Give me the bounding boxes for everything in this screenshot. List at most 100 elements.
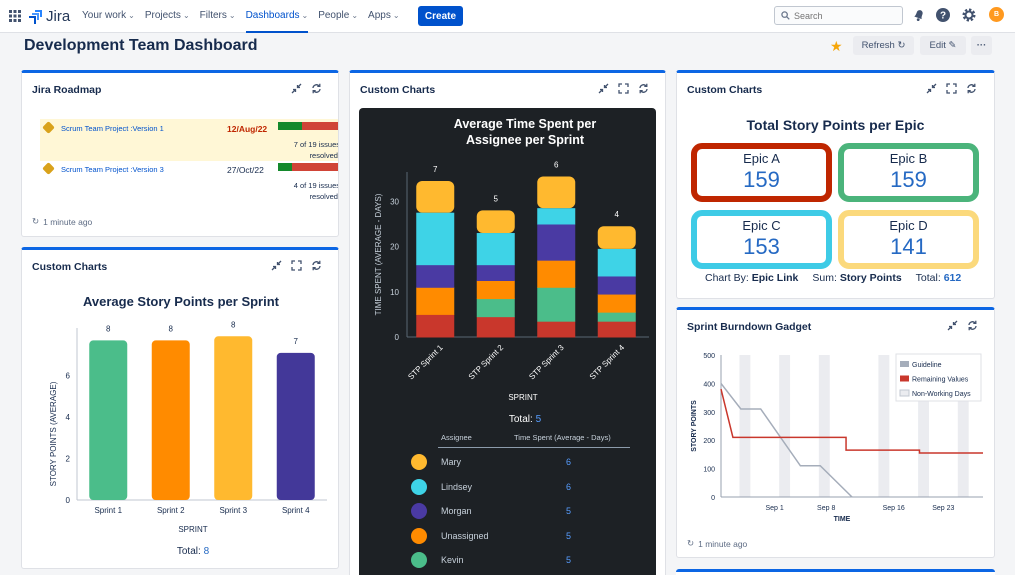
nav-item-label: Projects [144,10,181,21]
edit-button[interactable]: Edit ✎ [920,36,966,55]
y-tick-label: 0 [395,333,400,342]
legend-swatch [899,389,910,397]
nav-item-label: People [318,10,350,21]
minimize-icon[interactable] [947,320,958,331]
stacked-bar-segment [476,233,515,266]
epic-name: Epic D [889,218,928,233]
total-value: 8 [204,546,210,557]
stacked-bar-segment [597,226,636,249]
progress-remaining [291,163,338,171]
total-label: Total: 5 [509,414,542,425]
notifications-icon[interactable] [911,7,927,23]
total-label: Total: [915,272,941,284]
fullscreen-icon[interactable] [946,83,957,94]
stacked-bar-segment [597,312,636,322]
gadget-title: Custom Charts [32,261,108,273]
sum-value: Story Points [839,272,902,284]
epic-name: Epic A [743,151,780,166]
non-working-day [918,355,930,497]
refresh-small-icon[interactable]: ↻ [687,538,695,548]
nav-item-your-work[interactable]: Your work ⌄ [82,0,135,33]
bar-total-label: 7 [433,165,438,174]
nav-item-filters[interactable]: Filters ⌄ [200,0,236,33]
bar-total-label: 5 [494,194,499,203]
stacked-bar-segment [476,264,515,281]
chevron-down-icon: ⌄ [392,11,400,20]
minimize-icon[interactable] [598,83,609,94]
stacked-bar-segment [537,208,576,225]
stacked-bar-segment [416,264,455,288]
stacked-bar-segment [476,280,515,300]
refresh-gadget-icon[interactable] [967,320,978,331]
y-tick-label: 100 [703,467,715,474]
gadget-title: Sprint Burndown Gadget [687,321,812,333]
nav-item-people[interactable]: People ⌄ [318,0,358,33]
legend-swatch [900,361,909,367]
minimize-icon[interactable] [271,260,282,271]
fullscreen-icon[interactable] [618,83,629,94]
fullscreen-icon[interactable] [291,260,302,271]
epic-name: Epic B [889,151,928,166]
nav-item-label: Your work [82,10,127,21]
help-icon[interactable]: ? [935,7,951,23]
version-name[interactable]: Scrum Team Project :Version 1 [61,124,164,133]
y-tick-label: 2 [66,455,71,464]
refresh-gadget-icon[interactable] [966,83,977,94]
star-icon[interactable]: ★ [830,38,843,54]
y-tick-label: 400 [703,381,715,388]
x-axis-label: TIME [834,516,851,523]
epic-value: 159 [890,167,927,192]
y-axis-label: STORY POINTS [691,400,698,452]
chart-by-label: Chart By: [705,272,749,284]
epic-box: Epic D 141 [838,210,979,269]
epic-box: Epic C 153 [691,210,832,269]
x-tick-label: Sprint 4 [282,506,310,515]
search-box[interactable] [774,6,903,25]
resolved-text: resolved. [309,192,339,201]
minimize-icon[interactable] [291,83,302,94]
nav-item-apps[interactable]: Apps ⌄ [368,0,400,33]
stacked-bar-segment [476,210,515,234]
refresh-icon: ↻ [897,40,906,51]
refresh-small-icon[interactable]: ↻ [32,216,40,226]
y-tick-label: 30 [390,197,399,206]
x-tick-label: Sep 16 [883,505,905,512]
more-actions-button[interactable]: ··· [971,36,992,55]
stacked-bar-segment [597,275,636,295]
search-input[interactable] [794,9,894,22]
app-switcher-icon[interactable] [9,10,21,22]
table-row: Kevin 5 [359,550,656,574]
release-date: 27/Oct/22 [227,165,264,175]
nav-item-dashboards[interactable]: Dashboards ⌄ [245,0,309,33]
epic-value: 153 [743,234,780,259]
progress-done [278,163,292,171]
epic-name: Epic C [742,218,781,233]
bar [276,352,315,500]
legend-swatch [411,503,427,519]
x-tick-label: Sep 1 [765,505,783,512]
refresh-gadget-icon[interactable] [311,83,322,94]
create-button[interactable]: Create [418,6,463,26]
epic-box: Epic A 159 [691,143,832,202]
legend: Guideline Remaining Values Non-Working Day… [895,353,982,402]
refresh-button[interactable]: Refresh ↻ [853,36,914,55]
stacked-bar-segment [476,298,515,318]
refresh-gadget-icon[interactable] [638,83,649,94]
refresh-gadget-icon[interactable] [311,260,322,271]
last-updated: ↻ 1 minute ago [32,216,92,227]
non-working-day [878,355,890,497]
epic-value: 141 [890,234,927,259]
version-name[interactable]: Scrum Team Project :Version 3 [61,165,164,174]
stacked-bar-segment [537,287,576,322]
y-tick-label: 6 [66,372,71,381]
story-points-chart: Average Story Points per Sprint 0 2 4 6 STORY… [49,294,327,557]
stacked-bar-segment [416,287,455,315]
assignee-time: 5 [566,555,572,565]
jira-logo[interactable]: Jira [29,8,70,25]
minimize-icon[interactable] [926,83,937,94]
user-avatar[interactable]: B [989,7,1004,22]
nav-item-projects[interactable]: Projects ⌄ [145,0,190,33]
x-tick-label: Sep 8 [817,505,835,512]
x-tick-label: STP Sprint 2 [467,343,506,382]
settings-gear-icon[interactable] [961,7,977,23]
